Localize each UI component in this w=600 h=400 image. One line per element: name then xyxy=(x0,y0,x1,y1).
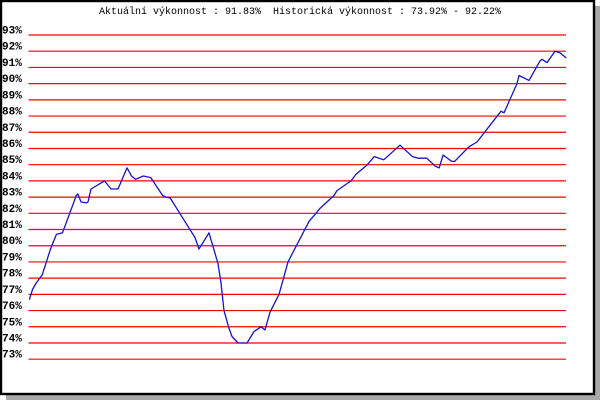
svg-text:89%: 89% xyxy=(2,90,22,102)
svg-text:75%: 75% xyxy=(2,317,22,329)
svg-text:83%: 83% xyxy=(2,188,22,200)
svg-text:91%: 91% xyxy=(2,58,22,70)
svg-text:93%: 93% xyxy=(2,26,22,38)
svg-text:74%: 74% xyxy=(2,333,22,345)
svg-text:81%: 81% xyxy=(2,220,22,232)
svg-text:80%: 80% xyxy=(2,236,22,248)
svg-text:77%: 77% xyxy=(2,285,22,297)
svg-text:82%: 82% xyxy=(2,204,22,216)
svg-text:73%: 73% xyxy=(2,350,22,362)
svg-text:78%: 78% xyxy=(2,269,22,281)
svg-text:86%: 86% xyxy=(2,139,22,151)
svg-text:76%: 76% xyxy=(2,301,22,313)
svg-text:90%: 90% xyxy=(2,74,22,86)
svg-text:84%: 84% xyxy=(2,171,22,183)
svg-text:87%: 87% xyxy=(2,123,22,135)
svg-text:Aktuální výkonnost : 91.83% H: Aktuální výkonnost : 91.83% Historická v… xyxy=(99,6,501,18)
svg-text:88%: 88% xyxy=(2,107,22,119)
svg-text:85%: 85% xyxy=(2,155,22,167)
svg-text:92%: 92% xyxy=(2,42,22,54)
svg-text:79%: 79% xyxy=(2,252,22,264)
